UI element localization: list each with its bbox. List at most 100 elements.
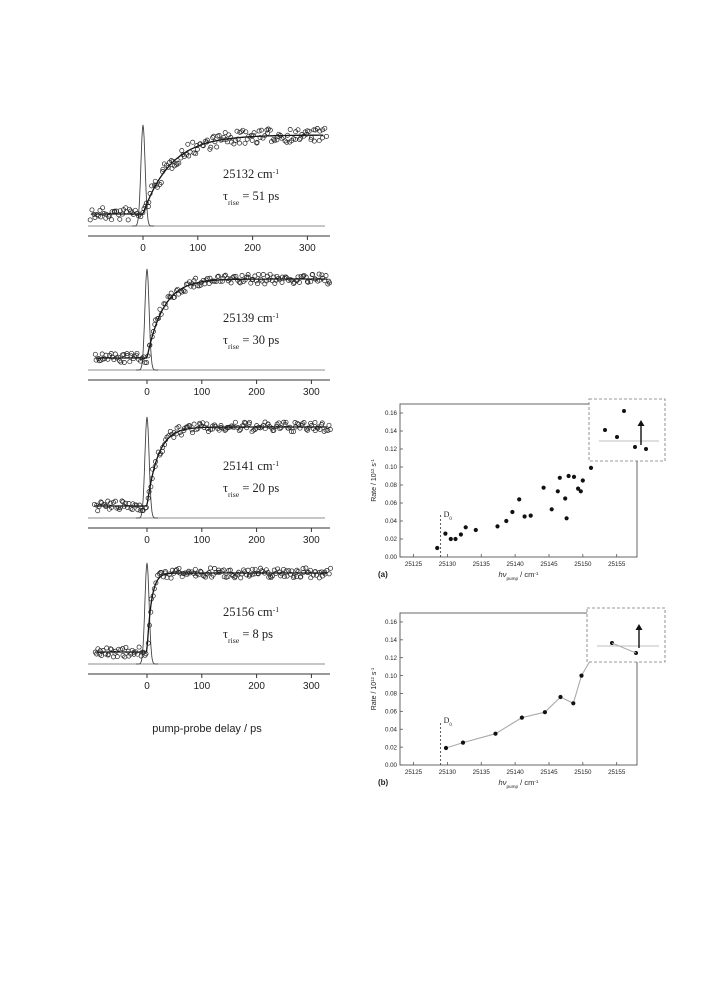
data-point [563, 496, 568, 501]
data-point [323, 273, 329, 279]
x-tick-label: 25140 [507, 561, 525, 568]
data-point [120, 646, 126, 652]
data-point [295, 569, 301, 574]
data-point [504, 518, 509, 524]
data-point [109, 354, 115, 360]
data-point [242, 140, 248, 146]
data-point [316, 575, 322, 581]
data-point [218, 423, 224, 428]
data-point [197, 421, 203, 427]
x-tick-label: 300 [303, 535, 320, 546]
data-point [309, 135, 314, 141]
data-point [205, 426, 210, 432]
data-point [92, 351, 98, 357]
data-point [163, 437, 169, 443]
x-tick-label: 0 [144, 387, 150, 398]
data-point [205, 275, 210, 281]
data-point [191, 278, 197, 284]
y-tick-label: 0.00 [385, 554, 398, 561]
x-tick-label: 0 [144, 681, 150, 692]
data-point [267, 127, 273, 133]
data-point [211, 278, 217, 284]
data-point [252, 571, 258, 577]
x-tick-label: 25135 [473, 769, 491, 776]
data-point [279, 279, 285, 285]
data-point [252, 566, 258, 572]
data-point [123, 644, 129, 650]
data-point [234, 128, 240, 134]
data-point [114, 355, 120, 361]
data-point [237, 280, 243, 286]
data-point [327, 280, 332, 286]
data-point [112, 498, 118, 504]
data-point [255, 571, 261, 577]
data-point [291, 281, 297, 286]
data-point [225, 574, 231, 580]
data-point [129, 350, 134, 356]
data-point [214, 144, 220, 150]
data-point [121, 503, 127, 509]
data-point [310, 271, 315, 277]
data-point [301, 420, 307, 425]
data-point [171, 434, 177, 440]
data-point [263, 567, 269, 573]
data-point [308, 420, 314, 426]
data-point [191, 421, 197, 427]
data-point [89, 207, 95, 213]
y-tick-label: 0.12 [385, 446, 398, 453]
data-point [177, 429, 183, 435]
data-point [244, 274, 250, 280]
data-point [294, 574, 299, 580]
data-point [289, 568, 295, 574]
data-point [228, 280, 234, 286]
data-point [182, 289, 188, 295]
data-point [279, 571, 285, 577]
data-point [171, 294, 177, 300]
data-point [91, 501, 97, 507]
data-point [208, 427, 214, 432]
y-tick-label: 0.06 [385, 709, 398, 716]
data-point [129, 507, 135, 513]
tau-label: τrise = 30 ps [223, 333, 279, 351]
data-point [263, 278, 269, 284]
inset-arrow-head [637, 420, 645, 426]
data-point [253, 278, 259, 284]
data-point [250, 132, 256, 138]
data-point [291, 429, 296, 435]
irf-pulse [136, 416, 158, 519]
data-point [108, 504, 114, 510]
data-point [94, 212, 100, 218]
data-point [247, 419, 252, 425]
data-point [283, 568, 289, 574]
data-point [137, 502, 143, 508]
y-tick-label: 0.04 [385, 726, 398, 733]
data-point [194, 146, 200, 152]
data-point [275, 134, 281, 140]
transient-panel-2: 0 100 200 300 25139 cm-1 τrise = 30 ps [88, 268, 332, 398]
data-point [298, 574, 304, 580]
data-point [176, 565, 182, 571]
inset-line [611, 642, 637, 654]
data-point [114, 654, 120, 660]
data-point [262, 426, 268, 432]
x-tick-label: 300 [303, 387, 320, 398]
panel-label: (b) [378, 778, 389, 787]
data-point [306, 128, 312, 134]
x-tick-label: 25155 [608, 561, 626, 568]
data-point [216, 273, 221, 279]
inset-box [586, 607, 666, 663]
data-point [193, 151, 199, 157]
data-point [118, 359, 124, 365]
data-point [119, 498, 125, 504]
data-point [294, 567, 300, 573]
data-point [317, 426, 323, 432]
data-point [126, 501, 132, 506]
data-point [236, 428, 242, 434]
data-point [249, 566, 255, 572]
data-point [224, 275, 230, 281]
inset-box [588, 398, 666, 462]
data-point [297, 137, 303, 142]
data-point [155, 572, 161, 578]
data-point [221, 567, 227, 573]
data-point [153, 459, 158, 465]
